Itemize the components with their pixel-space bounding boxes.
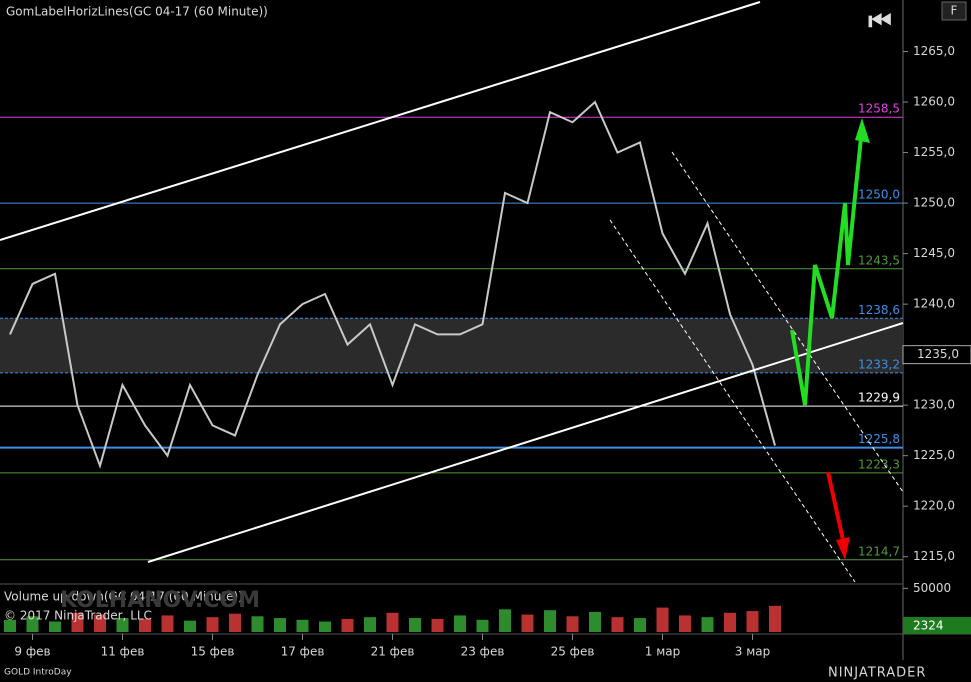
price-tag-label: 1235,0 [917, 347, 959, 361]
brand-logo: NINJATRADER [828, 666, 926, 681]
channel-line [0, 1, 761, 241]
volume-bar [274, 618, 286, 632]
x-tick-label: 25 фев [551, 645, 595, 659]
volume-bar [454, 615, 466, 632]
volume-bar [341, 618, 354, 632]
volume-bar [26, 616, 39, 632]
volume-bar [71, 612, 84, 632]
volume-bar [49, 621, 61, 632]
volume-bar [656, 607, 669, 632]
y-tick-label: 1230,0 [913, 398, 955, 412]
forecast-arrow [790, 127, 864, 406]
level-label: 1223,3 [858, 457, 900, 471]
arrow-head [836, 537, 850, 560]
volume-bar [611, 617, 624, 632]
volume-tag [903, 617, 971, 634]
volume-bar [769, 605, 781, 632]
volume-bar [566, 616, 579, 632]
volume-bar [701, 617, 714, 632]
volume-bar [319, 621, 331, 632]
zone [0, 318, 903, 373]
x-tick-label: 23 фев [461, 645, 505, 659]
volume-bar [409, 618, 421, 632]
volume-bar [161, 615, 174, 632]
button-label[interactable]: F [951, 4, 958, 18]
level-label: 1238,6 [858, 303, 900, 317]
level-label: 1214,7 [858, 544, 900, 558]
y-tick-label: 50000 [913, 581, 951, 595]
nav-icon[interactable]: ⏮ [868, 7, 891, 37]
level-label: 1233,2 [858, 357, 900, 371]
volume-bar [296, 619, 309, 632]
forecast-arrow [826, 471, 845, 541]
instrument-label: GOLD IntroDay [4, 668, 72, 678]
volume-tag-label: 2324 [913, 619, 944, 633]
volume-bar [116, 618, 129, 632]
y-tick-label: 1215,0 [913, 549, 955, 563]
x-tick-label: 3 мар [735, 645, 770, 659]
x-tick-label: 15 фев [191, 645, 235, 659]
volume-bar [544, 610, 556, 632]
x-tick-label: 21 фев [371, 645, 415, 659]
volume-bar [634, 618, 646, 632]
x-tick-label: 17 фев [281, 645, 325, 659]
level-label: 1229,9 [858, 391, 900, 405]
y-tick-label: 1265,0 [913, 44, 955, 58]
y-tick-label: 1220,0 [913, 499, 955, 513]
volume-bar [499, 609, 511, 632]
chart-title: GomLabelHorizLines(GC 04-17 (60 Minute)) [6, 5, 268, 19]
x-tick-label: 9 фев [14, 645, 50, 659]
volume-bar [184, 620, 196, 632]
level-label: 1243,5 [858, 253, 900, 267]
volume-bar [521, 614, 534, 632]
volume-bar [94, 614, 106, 632]
volume-bar [251, 616, 264, 632]
x-tick-label: 1 мар [645, 645, 680, 659]
volume-bar [589, 611, 601, 632]
volume-bar [4, 619, 16, 632]
y-tick-label: 1260,0 [913, 95, 955, 109]
level-label: 1258,5 [858, 102, 900, 116]
copyright: © 2017 NinjaTrader, LLC [4, 609, 152, 623]
x-tick-label: 11 фев [101, 645, 145, 659]
volume-bar [431, 618, 444, 632]
price-axis-bg [903, 0, 971, 682]
watermark: KOLHANOV.COM [60, 588, 260, 613]
channel-line [671, 151, 904, 493]
level-label: 1225,8 [858, 432, 900, 446]
volume-bar [206, 617, 219, 632]
y-tick-label: 1225,0 [913, 448, 955, 462]
arrow-head [855, 118, 870, 143]
volume-bar [724, 612, 736, 632]
button[interactable] [941, 1, 967, 21]
volume-bar [229, 613, 241, 632]
y-tick-label: 1245,0 [913, 246, 955, 260]
level-label: 1250,0 [858, 188, 900, 202]
volume-bar [746, 611, 759, 632]
volume-bar [386, 612, 399, 632]
y-tick-label: 1250,0 [913, 196, 955, 210]
y-tick-label: 1255,0 [913, 145, 955, 159]
price-tag [902, 345, 971, 365]
volume-bar [679, 615, 691, 632]
volume-bar [139, 618, 151, 632]
channel-line [147, 322, 904, 563]
channel-line [609, 219, 856, 583]
volume-title: Volume up down(GC 04-17 (60 Minute)) [4, 590, 243, 604]
volume-bar [364, 617, 376, 632]
volume-bar [476, 619, 489, 632]
price-line [9, 100, 776, 470]
y-tick-label: 1240,0 [913, 297, 955, 311]
